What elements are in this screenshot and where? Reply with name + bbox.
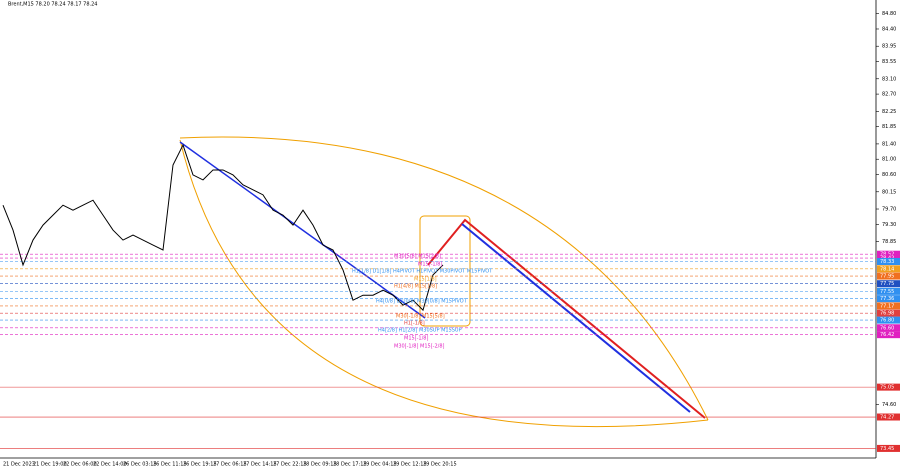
- annotation: M30[-1/8] M15[5/8]: [396, 314, 445, 320]
- level-tag: [877, 257, 900, 265]
- x-tick-label: 29 Dec 04:15: [363, 462, 397, 468]
- box: [419, 215, 471, 327]
- y-tick-label: 80.60: [882, 172, 896, 178]
- y-tick-label: 81.00: [882, 157, 896, 163]
- level-label: 78.14: [880, 266, 894, 272]
- level-tag: [877, 331, 900, 339]
- y-tick-label: 82.25: [882, 109, 896, 115]
- y-tick-label: 79.30: [882, 222, 896, 228]
- y-tick-label: 84.40: [882, 26, 896, 32]
- annotation: H1[1/8] D1[1/8] H4PIVOT H1PIVOT M30PIVOT…: [352, 269, 493, 275]
- x-tick-label: 28 Dec 09:15: [303, 462, 337, 468]
- arc-upper: [179, 136, 709, 421]
- x-tick-label: 27 Dec 06:15: [213, 462, 247, 468]
- y-tick-label: 83.95: [882, 44, 896, 50]
- x-tick-label: 22 Dec 06:00: [63, 462, 97, 468]
- level-tag: [877, 316, 900, 324]
- annotation: H4[0/8] D1[0/8] M30[0/8] M15PIVOT: [376, 299, 468, 305]
- annotation: M15[-1/8]: [418, 262, 442, 268]
- level-label: 76.42: [880, 332, 894, 338]
- y-tick-label: 79.70: [882, 207, 896, 213]
- y-tick-label: 82.70: [882, 92, 896, 98]
- annotation: H4[2/8] H1[2/8] M30SUP M15SUP: [378, 328, 462, 334]
- level-label: 77.75: [880, 281, 894, 287]
- price-line: [2, 143, 444, 312]
- projection-blue: [461, 223, 691, 413]
- x-tick-label: 26 Dec 03:15: [123, 462, 157, 468]
- annotation: H1[4/8] M15[1/8]: [394, 284, 437, 290]
- x-tick-label: 22 Dec 14:00: [93, 462, 127, 468]
- x-tick-label: 26 Dec 19:15: [183, 462, 217, 468]
- level-label: 73.45: [880, 446, 894, 452]
- level-tag: [877, 444, 900, 452]
- level-label: 78.33: [880, 259, 894, 265]
- annotation: M15[-1/8]: [404, 336, 428, 342]
- annotation: M30[-1/8] M15[-2/8]: [394, 344, 444, 350]
- y-tick-label: 81.85: [882, 124, 896, 130]
- level-tag: [877, 265, 900, 273]
- level-tag: [877, 302, 900, 310]
- level-label: 75.05: [880, 385, 894, 391]
- annotation: H1[-1/8]: [404, 321, 425, 327]
- level-tag: [877, 309, 900, 317]
- y-tick-label: 78.85: [882, 239, 896, 245]
- x-tick-label: 28 Dec 17:15: [333, 462, 367, 468]
- level-label: 76.60: [880, 325, 894, 331]
- y-tick-label: 74.60: [882, 402, 896, 408]
- x-tick-label: 27 Dec 14:15: [243, 462, 277, 468]
- y-tick-label: 81.40: [882, 141, 896, 147]
- level-label: 77.95: [880, 274, 894, 280]
- level-tag: [877, 413, 900, 421]
- projection-red: [427, 218, 706, 419]
- chart-title: Brent,M15 78.20 78.24 78.17 78.24: [8, 2, 97, 8]
- arc-lower: [179, 139, 709, 427]
- x-tick-label: 21 Dec 19:00: [33, 462, 67, 468]
- x-tick-label: 26 Dec 11:15: [153, 462, 187, 468]
- y-tick-label: 83.10: [882, 76, 896, 82]
- y-tick-label: 80.15: [882, 189, 896, 195]
- level-tag: [877, 383, 900, 391]
- x-tick-label: 21 Dec 2023: [3, 462, 35, 468]
- level-tag: [877, 287, 900, 295]
- annotation: M30[5/8] M15[2/8]: [394, 254, 441, 260]
- level-tag: [877, 280, 900, 288]
- annotation: M15[1/8]: [414, 277, 437, 283]
- y-tick-label: 83.55: [882, 59, 896, 65]
- x-tick-label: 29 Dec 12:15: [393, 462, 427, 468]
- trend-line: [179, 141, 426, 319]
- level-label: 74.27: [880, 415, 894, 421]
- level-label: 77.55: [880, 289, 894, 295]
- level-label: 77.36: [880, 296, 894, 302]
- x-tick-label: 29 Dec 20:15: [423, 462, 457, 468]
- level-label: 76.98: [880, 311, 894, 317]
- x-tick-label: 27 Dec 22:15: [273, 462, 307, 468]
- level-label: 76.80: [880, 318, 894, 324]
- level-label: 77.17: [880, 303, 894, 309]
- level-tag: [877, 324, 900, 332]
- level-tag: [877, 250, 900, 258]
- level-tag: [877, 272, 900, 280]
- level-tag: [877, 295, 900, 303]
- y-tick-label: 84.80: [882, 11, 896, 17]
